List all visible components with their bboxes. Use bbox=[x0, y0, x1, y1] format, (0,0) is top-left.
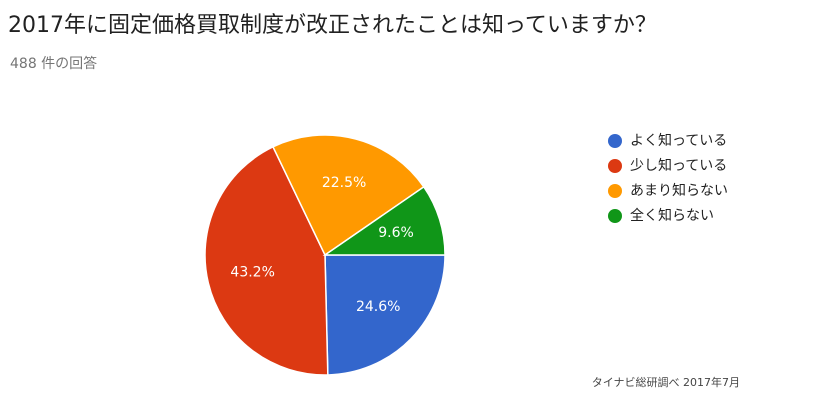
legend-label: あまり知らない bbox=[630, 182, 728, 199]
legend-marker bbox=[608, 159, 622, 173]
legend-label: 少し知っている bbox=[630, 157, 727, 174]
legend-marker bbox=[608, 184, 622, 198]
slice-label: 9.6% bbox=[378, 225, 414, 241]
slice-label: 22.5% bbox=[322, 175, 366, 191]
pie-slice bbox=[272, 134, 425, 257]
legend-label: 全く知らない bbox=[630, 207, 714, 224]
chart-subtitle: 488 件の回答 bbox=[10, 55, 97, 72]
legend-marker bbox=[608, 134, 622, 148]
pie-slice bbox=[322, 185, 446, 256]
pie-slice bbox=[204, 145, 329, 376]
legend-marker bbox=[608, 209, 622, 223]
pie-slice bbox=[324, 254, 446, 376]
chart-title: 2017年に固定価格買取制度が改正されたことは知っていますか？ bbox=[8, 13, 657, 38]
legend-label: よく知っている bbox=[630, 132, 727, 149]
slice-label: 24.6% bbox=[356, 299, 400, 315]
source-note: タイナビ総研調べ 2017年7月 bbox=[592, 375, 740, 389]
slice-label: 43.2% bbox=[230, 264, 274, 280]
